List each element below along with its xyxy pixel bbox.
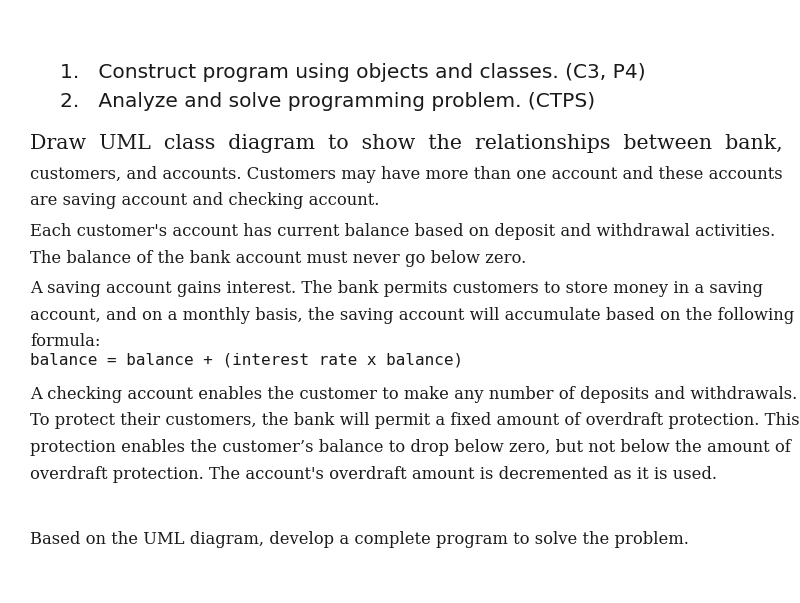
Text: customers, and accounts. Customers may have more than one account and these acco: customers, and accounts. Customers may h… [30,166,783,183]
Text: are saving account and checking account.: are saving account and checking account. [30,192,380,209]
Text: The balance of the bank account must never go below zero.: The balance of the bank account must nev… [30,250,526,267]
Text: A saving account gains interest. The bank permits customers to store money in a : A saving account gains interest. The ban… [30,280,763,297]
Text: account, and on a monthly basis, the saving account will accumulate based on the: account, and on a monthly basis, the sav… [30,307,794,324]
Text: 1.   Construct program using objects and classes. (C3, P4): 1. Construct program using objects and c… [60,63,646,83]
Text: To protect their customers, the bank will permit a fixed amount of overdraft pro: To protect their customers, the bank wil… [30,412,800,429]
Text: 2.   Analyze and solve programming problem. (CTPS): 2. Analyze and solve programming problem… [60,92,595,112]
Text: Draw  UML  class  diagram  to  show  the  relationships  between  bank,: Draw UML class diagram to show the relat… [30,134,783,153]
Text: overdraft protection. The account's overdraft amount is decremented as it is use: overdraft protection. The account's over… [30,466,718,482]
Text: A checking account enables the customer to make any number of deposits and withd: A checking account enables the customer … [30,386,798,403]
Text: Each customer's account has current balance based on deposit and withdrawal acti: Each customer's account has current bala… [30,223,776,240]
Text: protection enables the customer’s balance to drop below zero, but not below the : protection enables the customer’s balanc… [30,439,791,456]
Text: Based on the UML diagram, develop a complete program to solve the problem.: Based on the UML diagram, develop a comp… [30,531,690,548]
Text: balance = balance + (interest rate x balance): balance = balance + (interest rate x bal… [30,353,463,368]
Text: formula:: formula: [30,333,101,350]
